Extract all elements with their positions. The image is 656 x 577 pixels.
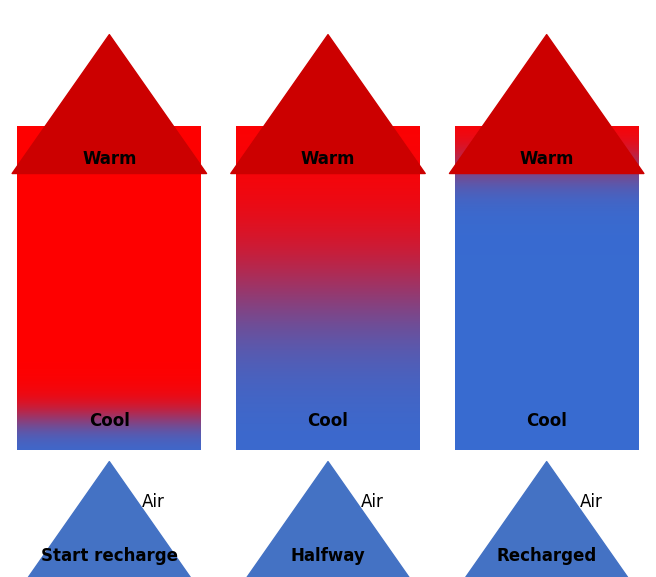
Text: Cool: Cool (308, 412, 348, 430)
Text: Warm: Warm (82, 150, 136, 168)
Text: Cool: Cool (89, 412, 130, 430)
Text: Recharged: Recharged (497, 548, 597, 565)
Text: Halfway: Halfway (291, 548, 365, 565)
Text: Air: Air (361, 493, 384, 511)
Text: Warm: Warm (520, 150, 574, 168)
Text: Start recharge: Start recharge (41, 548, 178, 565)
Text: Cool: Cool (526, 412, 567, 430)
Text: Air: Air (579, 493, 602, 511)
Text: Air: Air (142, 493, 165, 511)
Text: Warm: Warm (300, 150, 356, 168)
